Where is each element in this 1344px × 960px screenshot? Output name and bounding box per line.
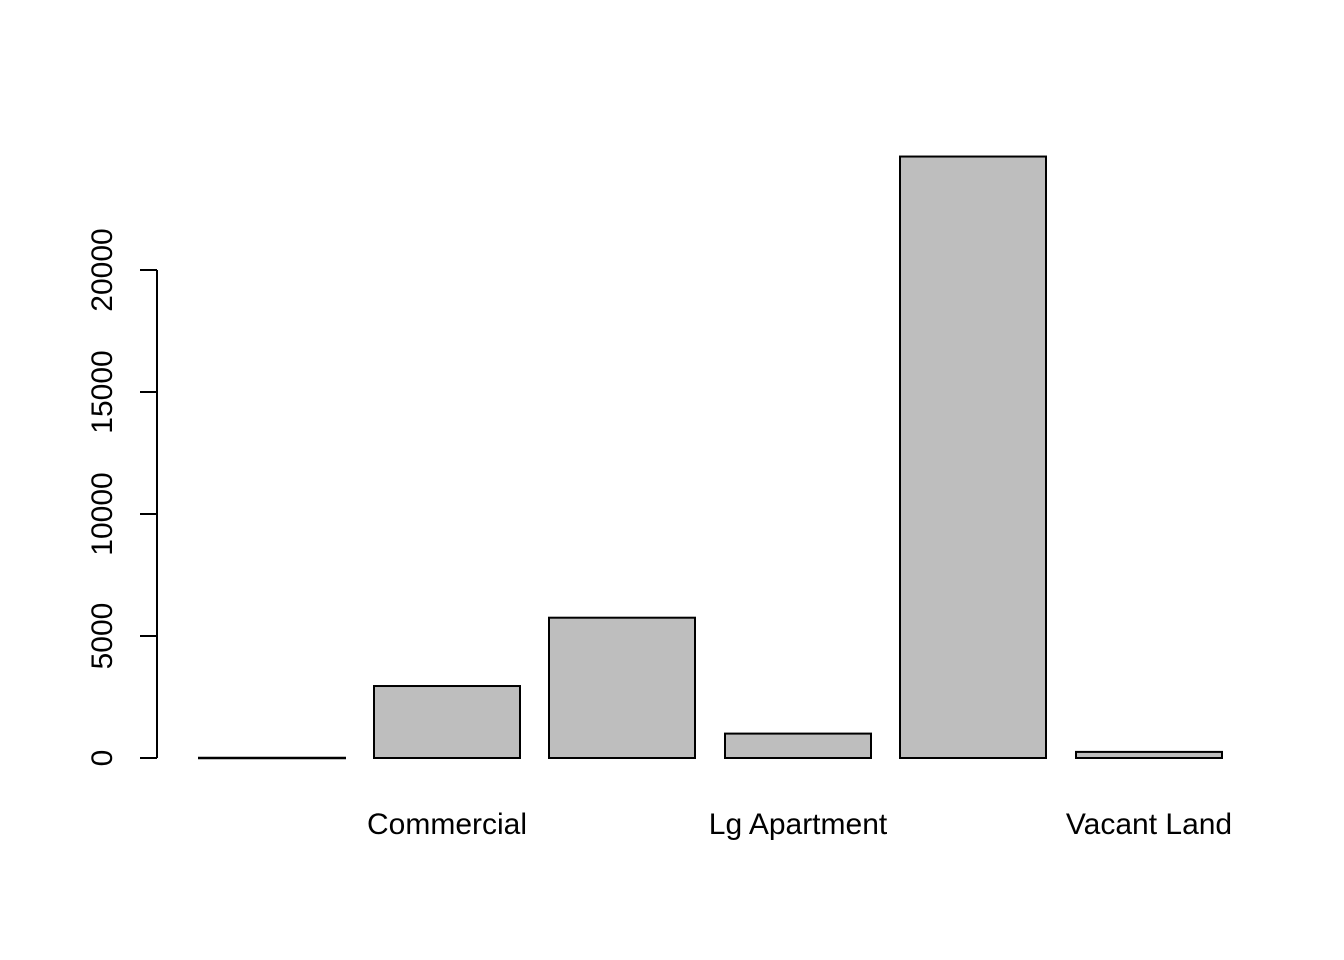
bar xyxy=(198,756,346,760)
x-axis-labels: Commercial Lg Apartment Vacant Land xyxy=(367,808,1232,841)
y-tick-label: 15000 xyxy=(86,350,119,433)
x-category-label: Commercial xyxy=(367,808,527,841)
y-tick-label: 0 xyxy=(86,750,119,767)
bar xyxy=(548,616,696,760)
y-axis: 0 5000 10000 15000 20000 xyxy=(86,228,158,767)
y-tick-label: 10000 xyxy=(86,472,119,555)
bars-group xyxy=(198,155,1223,760)
bar xyxy=(724,732,872,759)
x-category-label: Lg Apartment xyxy=(709,808,888,841)
x-category-label: Vacant Land xyxy=(1066,808,1232,841)
bar xyxy=(1075,750,1223,760)
bar xyxy=(373,685,521,760)
y-tick-label: 5000 xyxy=(86,603,119,670)
bar xyxy=(899,155,1047,760)
y-tick-label: 20000 xyxy=(86,228,119,311)
